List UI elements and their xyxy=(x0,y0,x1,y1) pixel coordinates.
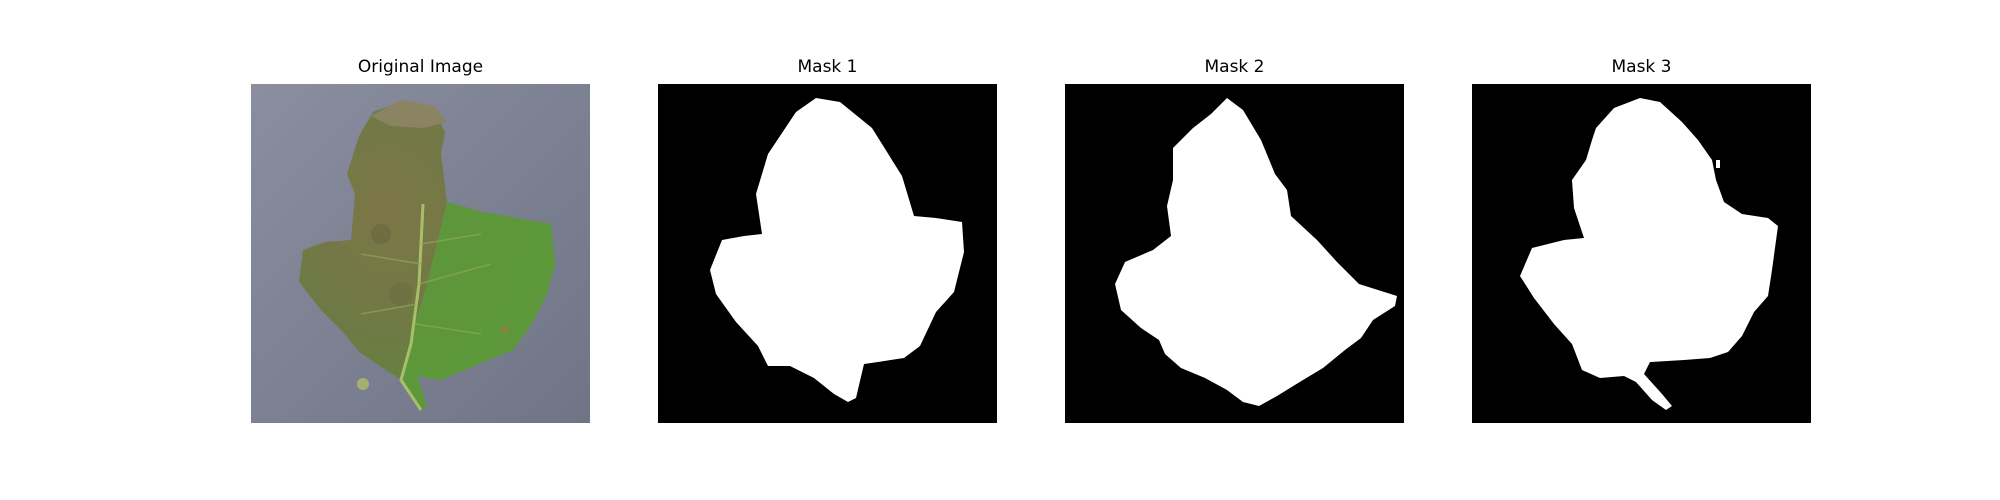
mask-1-image xyxy=(658,84,997,423)
mask-1-title: Mask 1 xyxy=(797,57,858,77)
mask-3-title: Mask 3 xyxy=(1611,57,1672,77)
original-image xyxy=(251,84,590,423)
mask-3-image xyxy=(1472,84,1811,423)
mask-2-image xyxy=(1065,84,1404,423)
mask-2-title: Mask 2 xyxy=(1204,57,1265,77)
original-image-title: Original Image xyxy=(357,57,484,77)
